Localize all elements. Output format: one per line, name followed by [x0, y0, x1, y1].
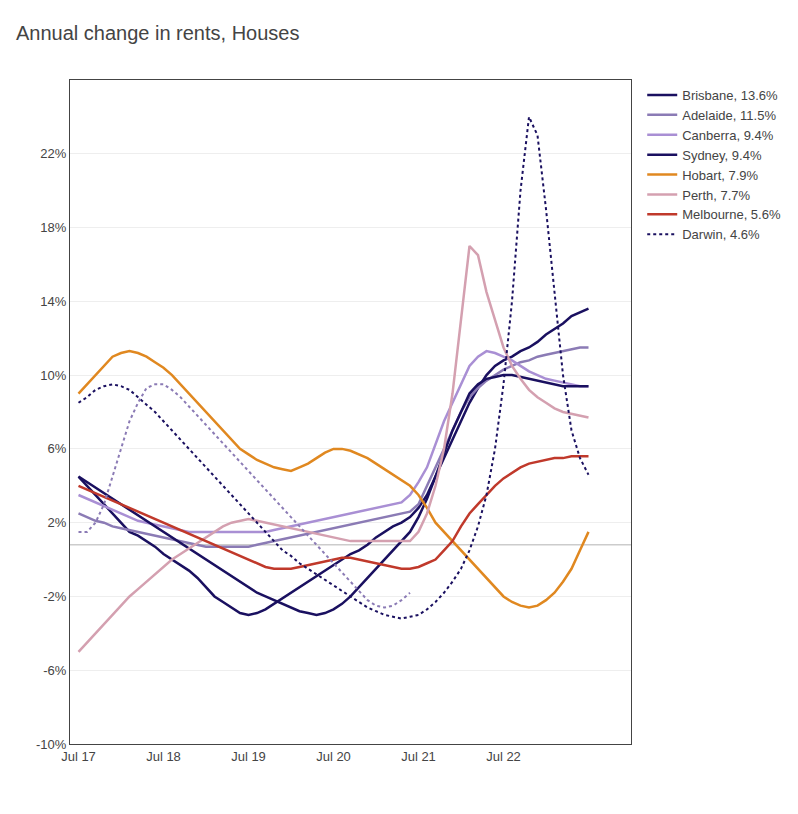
svg-text:-10%: -10%: [36, 737, 67, 752]
svg-text:Adelaide, 11.5%: Adelaide, 11.5%: [682, 108, 776, 123]
svg-text:Jul 20: Jul 20: [316, 749, 351, 764]
svg-text:Jul 19: Jul 19: [231, 749, 266, 764]
svg-text:Perth, 7.7%: Perth, 7.7%: [682, 188, 750, 203]
svg-text:Hobart, 7.9%: Hobart, 7.9%: [682, 168, 758, 183]
svg-text:Brisbane, 13.6%: Brisbane, 13.6%: [682, 88, 778, 103]
svg-text:Jul 22: Jul 22: [486, 749, 521, 764]
svg-text:22%: 22%: [40, 146, 66, 161]
svg-text:-6%: -6%: [43, 663, 67, 678]
svg-text:-2%: -2%: [43, 589, 67, 604]
svg-text:18%: 18%: [40, 220, 66, 235]
svg-text:14%: 14%: [40, 294, 66, 309]
svg-text:10%: 10%: [40, 368, 66, 383]
svg-text:Jul 17: Jul 17: [61, 749, 96, 764]
svg-text:Jul 21: Jul 21: [401, 749, 436, 764]
svg-text:Jul 18: Jul 18: [146, 749, 181, 764]
svg-text:2%: 2%: [48, 515, 67, 530]
svg-text:Annual change in rents, Houses: Annual change in rents, Houses: [16, 22, 300, 44]
svg-text:Melbourne, 5.6%: Melbourne, 5.6%: [682, 207, 781, 222]
svg-text:Sydney, 9.4%: Sydney, 9.4%: [682, 148, 762, 163]
svg-text:Darwin, 4.6%: Darwin, 4.6%: [682, 227, 760, 242]
svg-text:6%: 6%: [48, 441, 67, 456]
svg-text:Canberra, 9.4%: Canberra, 9.4%: [682, 128, 773, 143]
